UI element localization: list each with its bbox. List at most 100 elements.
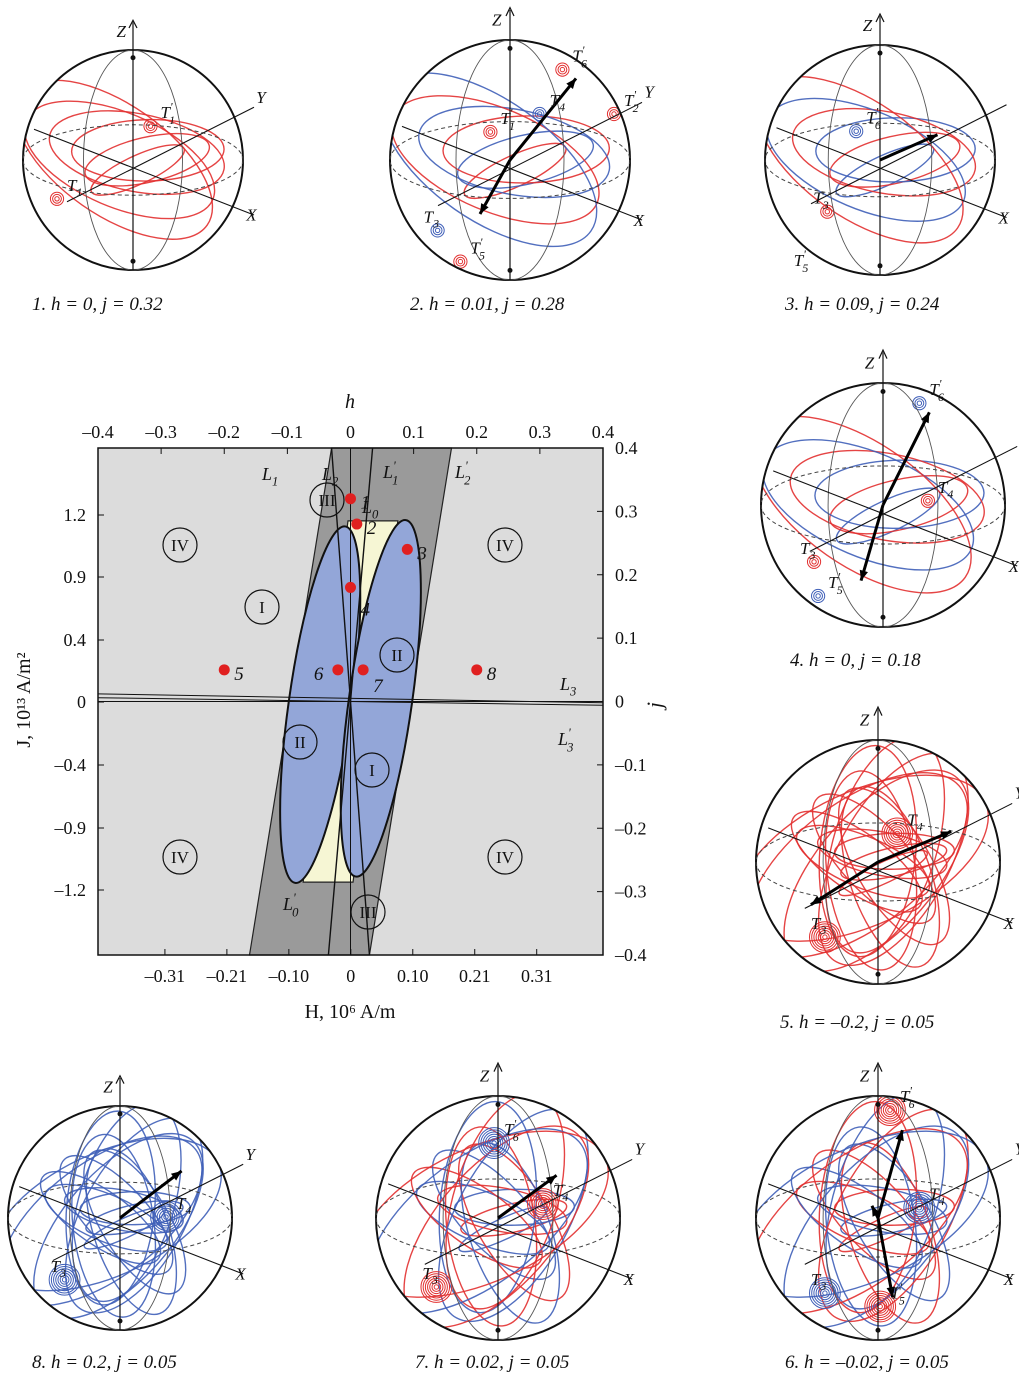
phase-diagram: –0.4 –0.3 –0.2 –0.1 0 0.1 0.2 0.3 0.40.40.30.20.… xyxy=(13,391,667,1023)
region-marker xyxy=(487,839,523,875)
x-axis xyxy=(401,125,643,221)
axis-label-x: X xyxy=(234,1265,246,1284)
trajectories xyxy=(765,75,977,275)
magnetization-vector xyxy=(478,159,512,215)
fixed-point-label: T3 xyxy=(422,1264,437,1287)
south-pole xyxy=(875,1327,881,1333)
region-label: III xyxy=(319,491,336,510)
fixed-point-label: T4 xyxy=(938,478,953,501)
j-tick-label: 0.3 xyxy=(615,501,638,521)
x-axis xyxy=(19,1186,244,1275)
trajectories xyxy=(376,1096,609,1329)
caption-panel-2: 2. h = 0.01, j = 0.28 xyxy=(410,294,565,315)
state-point-label: 6 xyxy=(314,664,324,685)
H-tick-label: 0.31 xyxy=(521,966,553,986)
axis-label-z: Z xyxy=(117,22,127,41)
line-label: L' 1 xyxy=(382,459,398,487)
h-axis-title: h xyxy=(345,391,355,413)
state-point-2 xyxy=(351,518,363,530)
axis-label-x: X xyxy=(1003,1270,1015,1289)
magnetization-vector xyxy=(859,504,885,582)
H-tick-label: 0.10 xyxy=(397,966,429,986)
fixed-point-label: T3 xyxy=(811,914,826,937)
magnetization-vector xyxy=(119,1169,183,1220)
axis-label-z: Z xyxy=(480,1066,490,1085)
j-tick-label: 0.1 xyxy=(615,628,638,648)
z-arrow xyxy=(505,6,515,17)
sphere-panel-1: Z Y X T1 T' 1 xyxy=(22,18,267,271)
magnetization-vector xyxy=(881,411,931,506)
axis-label-x: X xyxy=(633,211,645,230)
north-pole xyxy=(875,1102,881,1108)
region-label: IV xyxy=(496,848,515,867)
vector-head xyxy=(920,412,930,424)
caption-panel-6: 6. h = –0.02, j = 0.05 xyxy=(785,1352,949,1373)
H-tick-label: 0.21 xyxy=(459,966,491,986)
trajectories xyxy=(8,1106,222,1320)
H-tick-label: 0 xyxy=(346,966,355,986)
y-axis xyxy=(809,445,1018,552)
x-axis xyxy=(768,827,1013,924)
vector-head xyxy=(566,78,576,89)
trajectories xyxy=(23,79,225,240)
region-marker xyxy=(162,527,198,563)
y-axis xyxy=(804,802,1013,909)
magnetization-vector xyxy=(876,1129,904,1219)
fixed-point-label: T4 xyxy=(907,810,922,833)
region-marker xyxy=(162,839,198,875)
region-marker xyxy=(354,752,390,788)
fixed-point-label: T' 2 xyxy=(624,87,639,115)
region-marker xyxy=(379,637,415,673)
vector-head xyxy=(170,1170,182,1181)
J-tick-label: 0.9 xyxy=(64,567,87,587)
north-pole xyxy=(877,50,883,56)
fixed-point-label: T3 xyxy=(813,189,828,212)
south-pole xyxy=(507,267,513,273)
h-tick-label: –0.4 xyxy=(81,422,114,442)
fixed-point-label: T3 xyxy=(811,1270,826,1293)
vector-head xyxy=(859,569,868,581)
equator xyxy=(389,121,631,199)
sphere-panel-7: Z Y X T' 6 T4 T3 xyxy=(375,1061,646,1341)
j-tick-label: 0.2 xyxy=(615,565,638,585)
vector-head xyxy=(940,831,952,840)
north-pole xyxy=(875,746,881,752)
fixed-point-label: T3 xyxy=(424,207,439,230)
state-point-1 xyxy=(345,493,356,505)
caption-panel-7: 7. h = 0.02, j = 0.05 xyxy=(415,1352,570,1373)
caption-panel-1: 1. h = 0, j = 0.32 xyxy=(32,294,163,315)
axis-label-y: Y xyxy=(1015,1140,1019,1159)
z-arrow xyxy=(875,12,885,23)
sphere-panel-8: Z Y X T4 T3 xyxy=(7,1074,256,1331)
sphere-panel-5: Z Y X T4 T3 xyxy=(755,705,1019,985)
caption-panel-8: 8. h = 0.2, j = 0.05 xyxy=(32,1352,177,1373)
fixed-point-label: T' 6 xyxy=(929,377,944,405)
north-pole xyxy=(495,1102,501,1108)
j-axis-title: j xyxy=(642,702,667,711)
south-pole xyxy=(117,1318,123,1324)
north-pole xyxy=(507,45,513,51)
vector-head xyxy=(810,895,822,905)
axis-label-x: X xyxy=(623,1270,635,1289)
state-point-label: 5 xyxy=(234,664,244,685)
region-label: IV xyxy=(171,536,190,555)
trajectories xyxy=(390,62,622,269)
state-point-8 xyxy=(471,664,483,676)
fixed-point-label: T' 6 xyxy=(504,1116,519,1144)
y-axis xyxy=(52,1163,244,1262)
j-tick-label: –0.4 xyxy=(614,945,647,965)
south-pole xyxy=(877,263,883,269)
x-axis xyxy=(776,127,1007,219)
sphere-panel-6: Z Y X T'6 T4 T3 T'5 xyxy=(755,1061,1019,1341)
line-label: L3 xyxy=(559,674,576,698)
south-pole xyxy=(880,614,886,620)
axis-label-z: Z xyxy=(860,1066,870,1085)
region-marker xyxy=(244,589,280,625)
y-axis xyxy=(804,1158,1013,1265)
region-label: IV xyxy=(496,536,515,555)
line-label: L' 3 xyxy=(557,726,573,754)
state-point-label: 3 xyxy=(416,543,427,564)
fixed-point-label: T3 xyxy=(800,539,815,562)
trajectories xyxy=(761,396,985,604)
